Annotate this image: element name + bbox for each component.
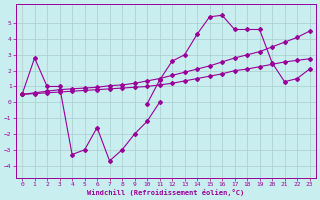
X-axis label: Windchill (Refroidissement éolien,°C): Windchill (Refroidissement éolien,°C) [87,189,244,196]
